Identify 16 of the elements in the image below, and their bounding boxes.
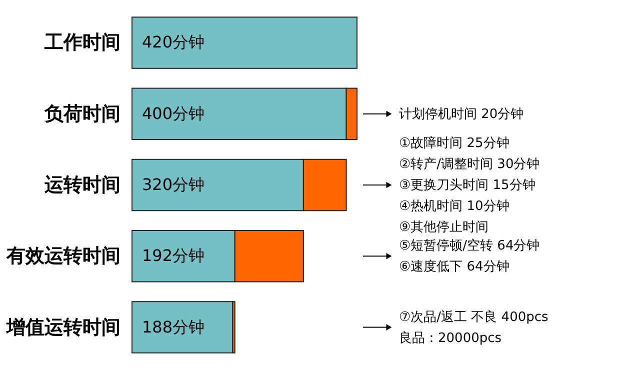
y-tick-label: 负荷时间	[44, 102, 120, 125]
data-label: 320分钟	[142, 175, 205, 194]
text: ⑦次品/返工 不良 400pcs 良品：20000pcs	[399, 310, 549, 346]
y-tick-label: 增值运转时间	[6, 316, 120, 338]
data-label: 420分钟	[142, 32, 205, 52]
y-tick-label: 运转时间	[44, 174, 120, 196]
y-tick-label: 工作时间	[44, 32, 120, 54]
text: 计划停机时间 20分钟	[399, 106, 524, 122]
bar	[132, 16, 358, 69]
y-tick-label: 有效运转时间	[6, 245, 120, 268]
text: ①故障时间 25分钟 ②转产/调整时间 30分钟 ③更换刀头时间 15分钟 ④热机时间 10分钟 ⑨其他停止时间	[399, 136, 540, 235]
text: ⑤短暂停顿/空转 64分钟 ⑥速度低下 64分钟	[399, 238, 540, 275]
data-label: 192分钟	[142, 246, 205, 266]
data-label: 188分钟	[142, 317, 205, 336]
bar	[132, 301, 234, 354]
data-label: 400分钟	[142, 104, 205, 123]
